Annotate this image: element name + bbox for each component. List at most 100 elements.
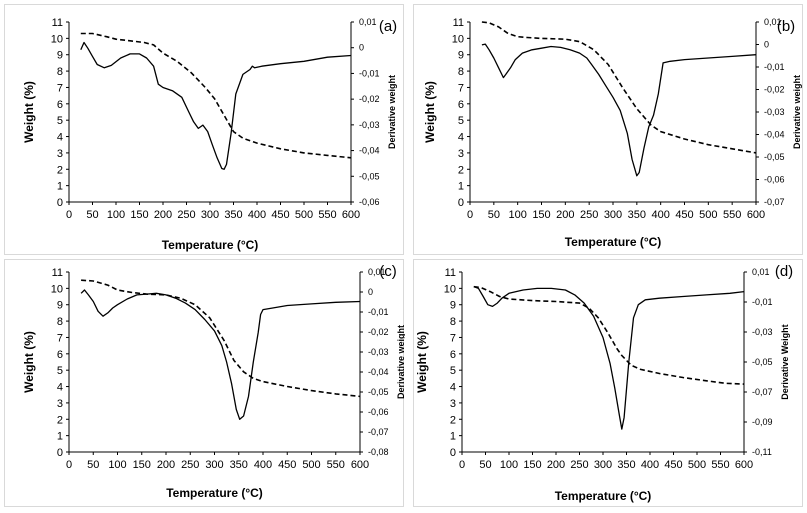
derivative-curve-solid bbox=[80, 289, 361, 420]
x-tick-label: 50 bbox=[87, 459, 99, 471]
panel-b: 0 50 100 150 200 250 300 350 400 450 500 550 600 0 1 2 3… bbox=[413, 4, 803, 255]
y2-tick-label: 0,01 bbox=[368, 267, 386, 277]
y-tick-label: 2 bbox=[57, 164, 63, 176]
y-tick-label: 9 bbox=[458, 50, 464, 62]
y-tick-label: 11 bbox=[52, 17, 63, 29]
y2-tick-label: -0,04 bbox=[764, 130, 785, 140]
y-tick-label: 2 bbox=[450, 414, 456, 426]
y-tick-label: 10 bbox=[51, 33, 63, 45]
x-tick-label: 350 bbox=[224, 209, 242, 221]
panel-a: 0 50 100 150 200 250 300 350 400 450 500 550 600 0 1 2 3… bbox=[4, 4, 404, 255]
x-tick-label: 0 bbox=[66, 209, 72, 221]
x-tick-label: 300 bbox=[604, 209, 622, 221]
y2-axis-label: Derivative weight bbox=[396, 325, 405, 399]
y-tick-label: 0 bbox=[57, 197, 63, 209]
y-tick-label: 10 bbox=[444, 283, 456, 295]
x-tick-label: 500 bbox=[295, 209, 313, 221]
x-tick-label: 600 bbox=[747, 209, 765, 221]
y2-tick-label: -0,07 bbox=[368, 427, 389, 437]
y2-tick-label: -0,01 bbox=[752, 297, 773, 307]
y2-tick-label: 0,01 bbox=[752, 267, 770, 277]
y-tick-label: 4 bbox=[458, 132, 464, 144]
y-tick-label: 9 bbox=[57, 300, 63, 312]
y-tick-label: 2 bbox=[57, 414, 63, 426]
y-tick-label: 10 bbox=[51, 283, 63, 295]
y2-axis-label: Derivative weight bbox=[792, 75, 802, 149]
x-tick-label: 450 bbox=[664, 459, 682, 471]
y2-tick-label: 0 bbox=[359, 43, 364, 53]
y2-tick-label: -0,05 bbox=[368, 387, 389, 397]
derivative-curve-solid bbox=[481, 43, 757, 177]
x-tick-label: 350 bbox=[617, 459, 635, 471]
y-tick-label: 4 bbox=[57, 132, 63, 144]
x-tick-label: 250 bbox=[570, 459, 588, 471]
y-tick-label: 6 bbox=[57, 349, 63, 361]
y2-tick-label: -0,01 bbox=[359, 68, 380, 78]
x-tick-label: 450 bbox=[271, 209, 289, 221]
weight-curve-dashed bbox=[481, 21, 757, 154]
y-tick-label: 8 bbox=[57, 66, 63, 78]
x-axis-label: Temperature (°C) bbox=[162, 238, 259, 252]
x-tick-label: 500 bbox=[302, 459, 320, 471]
y-tick-label: 5 bbox=[450, 365, 456, 377]
x-tick-label: 350 bbox=[230, 459, 248, 471]
x-tick-label: 300 bbox=[205, 459, 223, 471]
y2-tick-label: -0,06 bbox=[368, 407, 389, 417]
y-tick-label: 1 bbox=[458, 181, 464, 193]
derivative-curve-solid bbox=[80, 41, 352, 170]
y2-tick-label: -0,08 bbox=[368, 447, 389, 457]
y2-tick-label: -0,05 bbox=[359, 171, 380, 181]
y-tick-label: 4 bbox=[450, 382, 456, 394]
y2-tick-label: -0,02 bbox=[359, 94, 380, 104]
x-tick-label: 50 bbox=[488, 209, 500, 221]
y-axis-label: Weight (%) bbox=[423, 81, 437, 143]
x-tick-label: 550 bbox=[711, 459, 729, 471]
x-tick-label: 100 bbox=[108, 459, 126, 471]
y2-tick-label: 0,01 bbox=[359, 17, 377, 27]
x-tick-label: 450 bbox=[278, 459, 296, 471]
x-tick-label: 150 bbox=[133, 459, 151, 471]
chart-b: 0 50 100 150 200 250 300 350 400 450 500 550 6000123… bbox=[423, 17, 802, 249]
panel-label: (d) bbox=[775, 263, 793, 280]
y2-tick-label: 0 bbox=[764, 40, 769, 50]
x-axis-label: Temperature (°C) bbox=[565, 235, 662, 249]
y-axis-label: Weight (%) bbox=[22, 81, 36, 143]
x-tick-label: 50 bbox=[86, 209, 98, 221]
x-tick-label: 0 bbox=[467, 209, 473, 221]
y-tick-label: 1 bbox=[450, 431, 456, 443]
y2-tick-label: -0,01 bbox=[764, 62, 785, 72]
y2-tick-label: -0,09 bbox=[752, 417, 773, 427]
x-tick-label: 400 bbox=[641, 459, 659, 471]
y2-axis-label: Derivative weight bbox=[387, 75, 397, 149]
y-tick-label: 0 bbox=[57, 447, 63, 459]
panel-label: (a) bbox=[379, 18, 397, 35]
x-tick-label: 600 bbox=[351, 459, 369, 471]
y2-tick-label: -0,03 bbox=[752, 327, 773, 337]
x-tick-label: 150 bbox=[532, 209, 550, 221]
x-tick-label: 400 bbox=[254, 459, 272, 471]
y-tick-label: 9 bbox=[450, 300, 456, 312]
y-axis-label: Weight (%) bbox=[415, 331, 429, 393]
y2-axis-label: Derivative Weight bbox=[780, 324, 790, 399]
y-tick-label: 5 bbox=[458, 115, 464, 127]
y-tick-label: 6 bbox=[458, 99, 464, 111]
y-tick-label: 3 bbox=[458, 148, 464, 160]
x-tick-label: 500 bbox=[688, 459, 706, 471]
x-tick-label: 150 bbox=[523, 459, 541, 471]
x-tick-label: 0 bbox=[459, 459, 465, 471]
y2-tick-label: -0,04 bbox=[368, 367, 389, 377]
y2-tick-label: 0,01 bbox=[764, 17, 782, 27]
chart-c: 0 50 100 150 200 250 300 350 400 450 500 550 6000123… bbox=[22, 263, 406, 500]
x-axis-label: Temperature (°C) bbox=[166, 486, 263, 500]
y-tick-label: 7 bbox=[458, 82, 464, 94]
chart-a: 0 50 100 150 200 250 300 350 400 450 500 550 6000123… bbox=[22, 17, 397, 252]
y-tick-label: 7 bbox=[450, 332, 456, 344]
x-tick-label: 200 bbox=[547, 459, 565, 471]
x-tick-label: 0 bbox=[66, 459, 72, 471]
x-tick-label: 200 bbox=[154, 209, 172, 221]
y-tick-label: 3 bbox=[57, 148, 63, 160]
x-tick-label: 100 bbox=[508, 209, 526, 221]
panel-c: 0 50 100 150 200 250 300 350 400 450 500 550 600 0 1 2 3… bbox=[4, 259, 406, 507]
x-tick-label: 100 bbox=[107, 209, 125, 221]
x-tick-label: 300 bbox=[594, 459, 612, 471]
